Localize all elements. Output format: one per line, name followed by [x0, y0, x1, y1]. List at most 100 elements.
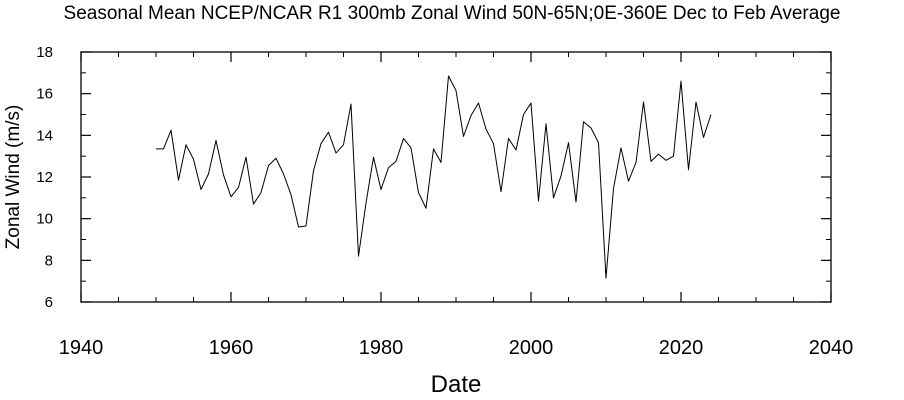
x-tick-label: 2020 — [659, 337, 704, 359]
x-tick-label: 1980 — [359, 337, 404, 359]
data-point — [350, 103, 351, 104]
y-tick-label: 14 — [36, 127, 53, 144]
data-point — [208, 173, 209, 174]
x-tick-label: 2000 — [509, 337, 554, 359]
chart-title: Seasonal Mean NCEP/NCAR R1 300mb Zonal W… — [64, 3, 841, 24]
data-point — [680, 81, 681, 82]
y-tick-label: 12 — [36, 169, 53, 186]
data-point — [523, 114, 524, 115]
data-point — [575, 201, 576, 202]
data-point — [560, 175, 561, 176]
data-point — [598, 142, 599, 143]
y-tick-label: 16 — [36, 86, 53, 103]
data-point — [275, 158, 276, 159]
y-tick-label: 18 — [36, 44, 53, 61]
data-point — [313, 170, 314, 171]
data-point — [290, 194, 291, 195]
data-point — [515, 149, 516, 150]
data-point — [553, 197, 554, 198]
x-minor-ticks — [118, 52, 794, 302]
data-point — [478, 102, 479, 103]
data-point — [463, 136, 464, 137]
data-point — [388, 167, 389, 168]
data-point — [328, 132, 329, 133]
y-tick-labels: 6 8 10 12 14 16 18 — [36, 44, 53, 311]
data-point — [455, 90, 456, 91]
data-point — [590, 127, 591, 128]
y-tick-label: 10 — [36, 211, 53, 228]
data-point — [395, 161, 396, 162]
data-point — [185, 144, 186, 145]
series-points — [155, 75, 711, 278]
data-point — [635, 162, 636, 163]
data-point — [365, 202, 366, 203]
x-tick-label: 1960 — [209, 337, 254, 359]
x-tick-label: 1940 — [59, 337, 104, 359]
data-point — [200, 189, 201, 190]
data-point — [320, 143, 321, 144]
data-point — [298, 226, 299, 227]
data-point — [665, 160, 666, 161]
data-point — [613, 188, 614, 189]
data-point — [493, 143, 494, 144]
data-point — [440, 162, 441, 163]
y-tick-label: 6 — [45, 294, 53, 311]
data-point — [568, 142, 569, 143]
data-point — [193, 159, 194, 160]
data-point — [695, 101, 696, 102]
y-minor-ticks — [81, 72, 831, 282]
data-point — [650, 161, 651, 162]
data-point — [380, 189, 381, 190]
y-major-ticks — [81, 51, 831, 303]
data-point — [215, 140, 216, 141]
data-point — [260, 192, 261, 193]
data-point — [673, 156, 674, 157]
data-point — [163, 148, 164, 149]
plot-area-frame — [80, 51, 832, 303]
series-line-zonal-wind — [156, 75, 712, 279]
data-point — [448, 75, 449, 76]
data-point — [305, 225, 306, 226]
data-point — [628, 181, 629, 182]
data-point — [268, 165, 269, 166]
data-point — [418, 192, 419, 193]
data-point — [238, 187, 239, 188]
data-point — [433, 148, 434, 149]
y-axis-label: Zonal Wind (m/s) — [3, 105, 24, 250]
data-point — [605, 277, 606, 278]
data-point — [485, 128, 486, 129]
x-tick-label: 2040 — [809, 337, 854, 359]
y-tick-label: 8 — [45, 252, 53, 269]
data-point — [583, 121, 584, 122]
data-point — [230, 196, 231, 197]
data-point — [530, 102, 531, 103]
data-point — [538, 200, 539, 201]
data-point — [358, 256, 359, 257]
data-point — [643, 101, 644, 102]
data-point — [658, 153, 659, 154]
data-point — [403, 138, 404, 139]
data-point — [335, 152, 336, 153]
data-point — [425, 208, 426, 209]
data-point — [373, 157, 374, 158]
data-point — [710, 114, 711, 115]
x-axis-label: Date — [431, 371, 482, 398]
data-point — [410, 147, 411, 148]
data-point — [508, 138, 509, 139]
data-point — [245, 157, 246, 158]
data-point — [223, 174, 224, 175]
data-point — [178, 180, 179, 181]
data-point — [170, 130, 171, 131]
data-point — [545, 123, 546, 124]
data-point — [620, 147, 621, 148]
data-point — [688, 169, 689, 170]
x-tick-labels: 1940 1960 1980 2000 2020 2040 — [59, 337, 854, 359]
data-point — [283, 173, 284, 174]
data-point — [500, 191, 501, 192]
data-point — [253, 203, 254, 204]
data-point — [703, 137, 704, 138]
data-point — [470, 115, 471, 116]
data-point — [343, 144, 344, 145]
data-point — [155, 148, 156, 149]
